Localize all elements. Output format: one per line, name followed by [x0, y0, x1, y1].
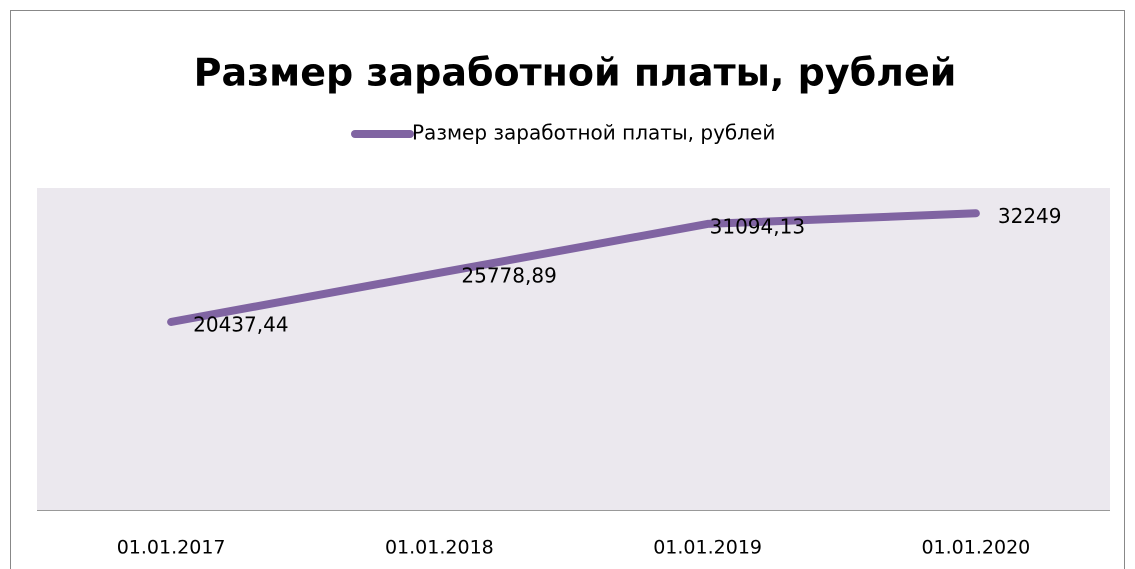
data-line	[167, 209, 980, 326]
plot-area	[37, 188, 1110, 510]
data-label: 31094,13	[710, 214, 805, 238]
data-label: 32249	[998, 204, 1062, 228]
data-label: 25778,89	[461, 263, 556, 287]
legend-label: Размер заработной платы, рублей	[412, 121, 775, 145]
chart-title: Размер заработной платы, рублей	[194, 51, 957, 95]
data-label: 20437,44	[193, 312, 288, 336]
x-tick-label: 01.01.2020	[921, 537, 1030, 559]
x-tick-label: 01.01.2019	[653, 537, 762, 559]
x-tick-label: 01.01.2017	[117, 537, 226, 559]
x-tick-label: 01.01.2018	[385, 537, 494, 559]
